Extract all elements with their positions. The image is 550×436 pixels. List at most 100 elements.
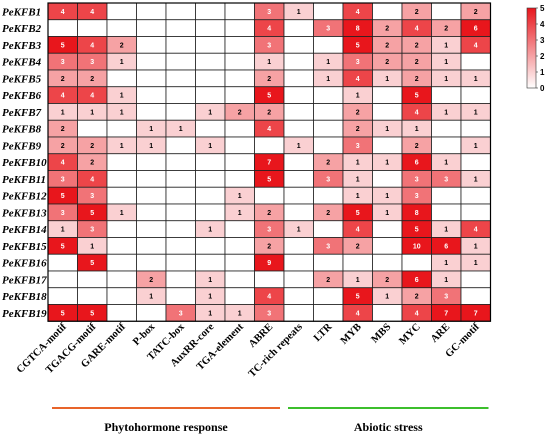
cell-value-label: 8 <box>415 210 419 217</box>
column-label: MYC <box>397 322 423 348</box>
heatmap-cell <box>283 203 314 222</box>
cell-value-label: 2 <box>415 9 419 16</box>
heatmap-cell <box>224 270 255 289</box>
row-label: PeKFB14 <box>2 224 47 236</box>
cell-value-label: 1 <box>120 93 124 100</box>
cell-value-label: 1 <box>444 109 448 116</box>
heatmap-cell <box>136 19 167 37</box>
heatmap-cell <box>47 270 78 289</box>
heatmap-cell <box>224 136 255 155</box>
legend-colorbar <box>526 7 537 89</box>
heatmap-cell <box>165 220 196 238</box>
heatmap-cell <box>195 253 226 272</box>
heatmap-cell <box>106 220 137 238</box>
cell-value-label: 3 <box>326 243 330 250</box>
cell-value-label: 1 <box>120 109 124 116</box>
row-label: PeKFB13 <box>2 207 47 219</box>
cell-value-label: 6 <box>474 26 478 33</box>
cell-value-label: 1 <box>149 143 153 150</box>
heatmap-cell <box>313 287 344 305</box>
heatmap-cell <box>106 170 137 188</box>
cell-value-label: 1 <box>474 76 478 83</box>
cell-value-label: 2 <box>385 26 389 33</box>
heatmap-cell <box>254 270 285 289</box>
heatmap-cell <box>283 237 314 255</box>
heatmap-cell <box>77 19 108 37</box>
cell-value-label: 2 <box>415 59 419 66</box>
cell-value-label: 5 <box>90 260 94 267</box>
cell-value-label: 1 <box>149 126 153 133</box>
heatmap-cell <box>47 287 78 305</box>
heatmap-cell <box>106 119 137 138</box>
cell-value-label: 3 <box>90 227 94 234</box>
heatmap-cell <box>106 19 137 37</box>
row-label: PeKFB9 <box>2 140 42 152</box>
heatmap-cell <box>224 69 255 88</box>
row-label: PeKFB5 <box>2 73 42 85</box>
heatmap-cell <box>313 220 344 238</box>
cell-value-label: 1 <box>356 277 360 284</box>
cell-value-label: 2 <box>356 126 360 133</box>
cell-value-label: 4 <box>415 310 419 317</box>
heatmap-cell <box>224 36 255 54</box>
heatmap-cell <box>165 253 196 272</box>
cell-value-label: 1 <box>120 143 124 150</box>
legend-tick-label: 5 <box>540 4 545 13</box>
heatmap-cell <box>136 86 167 104</box>
heatmap-cell <box>136 69 167 88</box>
heatmap-cell <box>106 287 137 305</box>
row-label: PeKFB12 <box>2 191 47 203</box>
cell-value-label: 4 <box>61 160 65 167</box>
cell-value-label: 4 <box>61 93 65 100</box>
row-label: PeKFB18 <box>2 291 47 303</box>
heatmap-cell <box>195 186 226 205</box>
cell-value-label: 1 <box>61 109 65 116</box>
cell-value-label: 5 <box>356 42 360 49</box>
heatmap-cell <box>372 2 403 21</box>
heatmap-cell <box>283 270 314 289</box>
row-label: PeKFB15 <box>2 241 47 253</box>
heatmap-cell <box>431 2 462 21</box>
heatmap-cell <box>165 86 196 104</box>
heatmap-cell <box>136 52 167 71</box>
cell-value-label: 2 <box>120 42 124 49</box>
cell-value-label: 1 <box>238 193 242 200</box>
cell-value-label: 1 <box>238 210 242 217</box>
row-label: PeKFB16 <box>2 258 47 270</box>
legend-tick-label: 2 <box>540 52 545 61</box>
heatmap-cell <box>136 253 167 272</box>
cell-value-label: 2 <box>385 42 389 49</box>
cell-value-label: 4 <box>356 76 360 83</box>
heatmap-cell <box>165 2 196 21</box>
heatmap-cell <box>283 103 314 121</box>
cell-value-label: 2 <box>385 277 389 284</box>
cell-value-label: 2 <box>415 143 419 150</box>
cell-value-label: 4 <box>61 9 65 16</box>
row-label: PeKFB1 <box>2 6 41 18</box>
cell-value-label: 1 <box>297 227 301 234</box>
cell-value-label: 3 <box>61 210 65 217</box>
heatmap-cell <box>224 237 255 255</box>
cell-value-label: 2 <box>267 243 271 250</box>
cell-value-label: 1 <box>208 294 212 301</box>
row-label: PeKFB2 <box>2 23 42 35</box>
heatmap-cell <box>165 237 196 255</box>
cell-value-label: 1 <box>267 59 271 66</box>
heatmap-cell <box>224 253 255 272</box>
cell-value-label: 2 <box>267 109 271 116</box>
heatmap-cell <box>224 19 255 37</box>
heatmap-cell <box>224 220 255 238</box>
heatmap-cell <box>401 253 432 272</box>
cell-value-label: 2 <box>61 143 65 150</box>
heatmap-cell <box>195 153 226 171</box>
cell-value-label: 7 <box>474 310 478 317</box>
heatmap-cell <box>195 69 226 88</box>
cell-value-label: 1 <box>356 176 360 183</box>
heatmap-cell <box>106 2 137 21</box>
heatmap-cell <box>165 52 196 71</box>
cell-value-label: 1 <box>444 260 448 267</box>
heatmap-border <box>47 2 492 322</box>
cell-value-label: 5 <box>267 176 271 183</box>
heatmap-cell <box>313 86 344 104</box>
cell-value-label: 4 <box>356 227 360 234</box>
